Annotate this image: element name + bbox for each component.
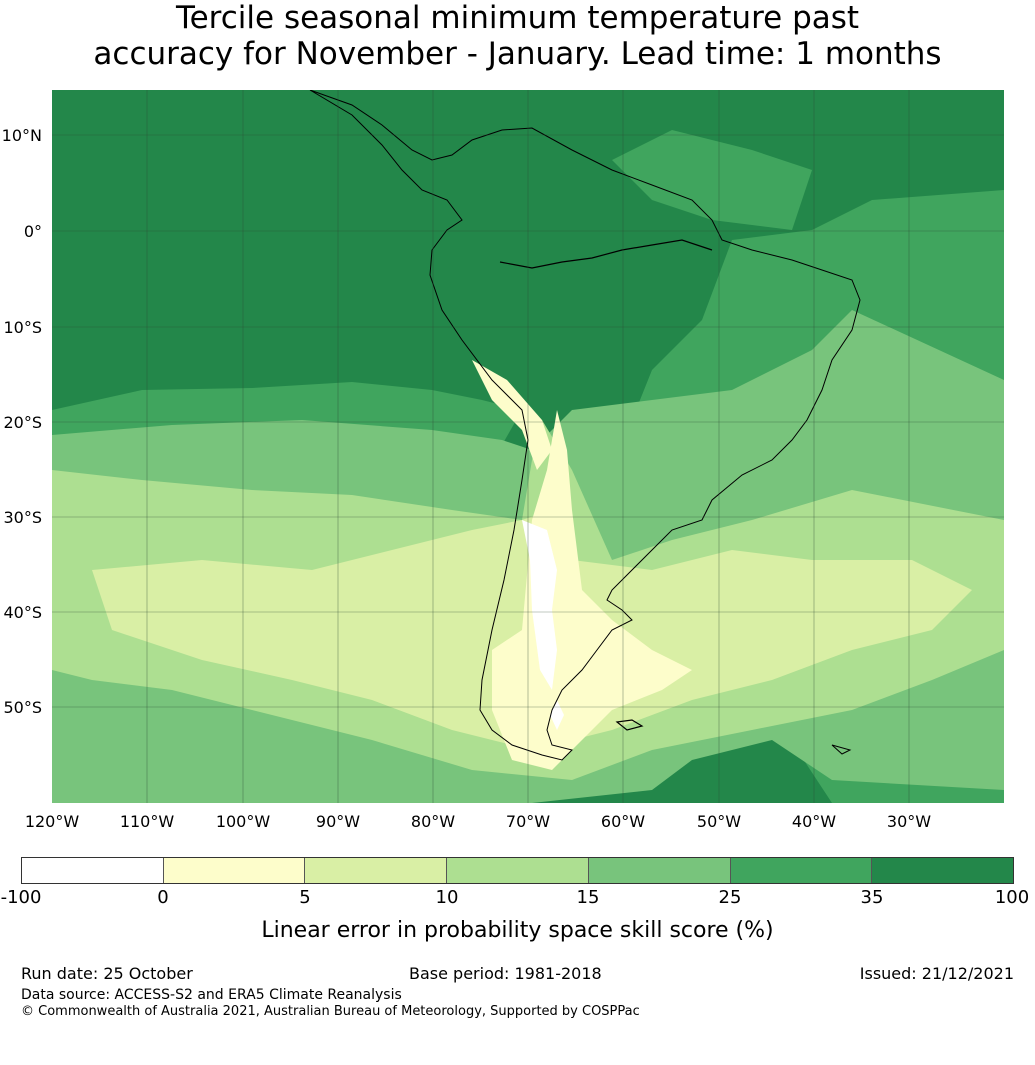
lat-tick-label: 20°S xyxy=(3,413,42,432)
lat-tick-label: 10°N xyxy=(1,126,42,145)
data-source: Data source: ACCESS-S2 and ERA5 Climate … xyxy=(21,987,402,1003)
lon-tick-label: 50°W xyxy=(696,812,742,831)
colorbar-tick-label: 35 xyxy=(860,887,884,908)
falkland-islands xyxy=(615,719,644,731)
base-period: Base period: 1981-2018 xyxy=(409,964,602,983)
colorbar-tick-label: 25 xyxy=(718,887,742,908)
band-0-5-andes xyxy=(472,360,552,470)
lon-tick-label: 80°W xyxy=(410,812,456,831)
lon-tick-label: 40°W xyxy=(791,812,837,831)
lon-tick-label: 100°W xyxy=(215,812,271,831)
colorbar-segment xyxy=(730,858,873,883)
lon-tick-label: 90°W xyxy=(315,812,361,831)
colorbar-segment xyxy=(447,858,589,883)
colorbar-segment xyxy=(163,858,306,883)
colorbar-segment xyxy=(22,858,164,883)
band-25-35-atlantic-north xyxy=(612,130,812,230)
lon-tick-label: 120°W xyxy=(24,812,80,831)
colorbar-segment xyxy=(588,858,731,883)
colorbar-segment xyxy=(872,858,1014,883)
lat-tick-label: 50°S xyxy=(3,698,42,717)
map-title-line-1: Tercile seasonal minimum temperature pas… xyxy=(175,0,860,36)
colorbar-tick-label: 0 xyxy=(157,887,169,908)
colorbar-segment xyxy=(305,858,448,883)
map-gridlines xyxy=(52,90,1004,803)
lon-tick-label: 30°W xyxy=(886,812,932,831)
band-0-5 xyxy=(492,410,692,770)
map-title-line-2: accuracy for November - January. Lead ti… xyxy=(93,36,942,72)
colorbar-tick-label: 5 xyxy=(299,887,311,908)
lon-tick-label: 110°W xyxy=(119,812,175,831)
lon-tick-label: 70°W xyxy=(505,812,551,831)
south-america-coastline xyxy=(309,90,861,761)
colorbar-tick-label: -100 xyxy=(0,887,42,908)
band-below-0-patagonia xyxy=(522,520,557,690)
copyright: © Commonwealth of Australia 2021, Austra… xyxy=(21,1004,640,1019)
lat-tick-label: 30°S xyxy=(3,508,42,527)
south-georgia xyxy=(831,744,852,755)
lat-tick-label: 10°S xyxy=(3,318,42,337)
lon-tick-label: 60°W xyxy=(600,812,646,831)
issued-date: Issued: 21/12/2021 xyxy=(859,964,1014,983)
run-date: Run date: 25 October xyxy=(21,964,193,983)
skill-score-map xyxy=(52,90,1004,803)
colorbar-label: Linear error in probability space skill … xyxy=(261,918,774,943)
colorbar-tick-label: 10 xyxy=(435,887,459,908)
lat-tick-label: 0° xyxy=(23,222,42,241)
colorbar xyxy=(21,857,1014,884)
lat-tick-label: 40°S xyxy=(3,603,42,622)
colorbar-tick-label: 15 xyxy=(576,887,600,908)
amazon-river xyxy=(499,239,713,269)
colorbar-tick-label: 100 xyxy=(994,887,1030,908)
